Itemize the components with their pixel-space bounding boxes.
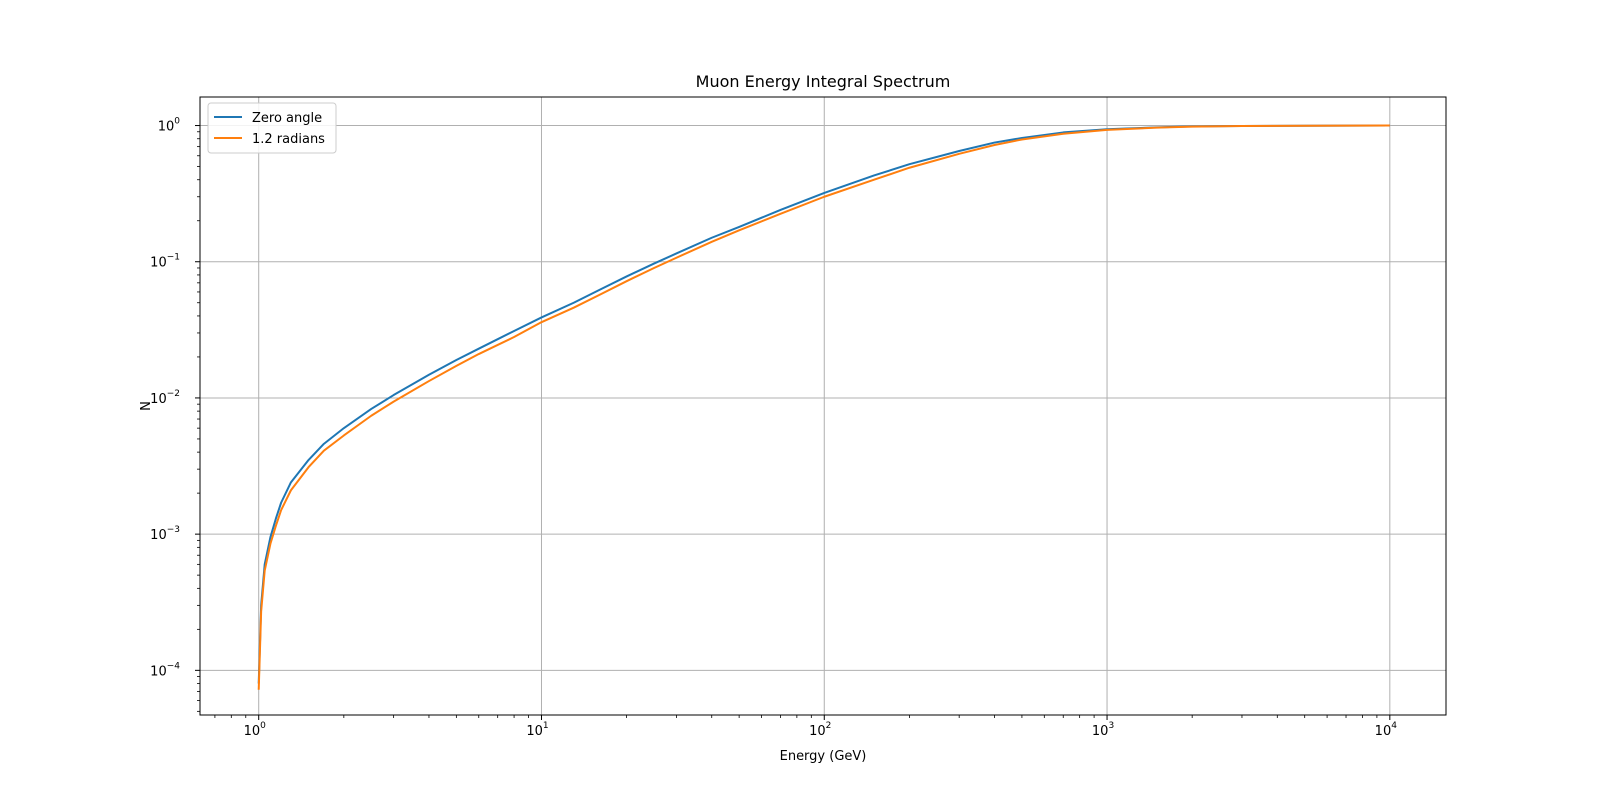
y-axis-label: N (139, 401, 154, 411)
y-tick-exponent: 0 (174, 117, 180, 127)
y-tick-exponent: −1 (167, 253, 180, 263)
y-tick-exponent: −2 (167, 389, 180, 399)
series-line-2 (257, 124, 1390, 690)
legend-label: Zero angle (252, 111, 322, 126)
y-tick-exponent: −4 (167, 661, 181, 671)
x-tick-exponent: 4 (1391, 721, 1397, 731)
x-tick-exponent: 3 (1108, 721, 1114, 731)
chart-title: Muon Energy Integral Spectrum (696, 72, 951, 91)
legend-label: 1.2 radians (252, 132, 325, 147)
x-tick-exponent: 0 (260, 721, 266, 731)
x-tick-exponent: 1 (543, 721, 549, 731)
legend: Zero angle 1.2 radians (207, 102, 337, 154)
y-tick-exponent: −3 (167, 525, 180, 535)
plot-lines (257, 124, 1390, 690)
x-axis-label: Energy (GeV) (780, 749, 867, 764)
legend-box (207, 102, 337, 154)
plot-frame (199, 96, 1447, 716)
x-tick-exponent: 2 (826, 721, 832, 731)
